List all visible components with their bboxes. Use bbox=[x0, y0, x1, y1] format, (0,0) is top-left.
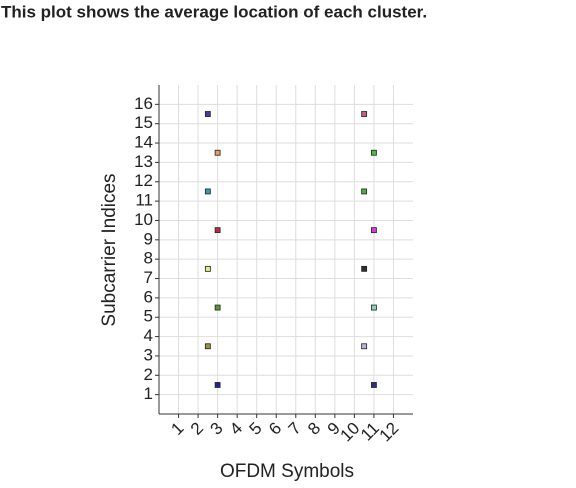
point bbox=[214, 149, 221, 156]
y-tick-label: 8 bbox=[144, 249, 153, 268]
y-tick-label: 6 bbox=[144, 287, 153, 306]
point bbox=[204, 343, 211, 350]
y-tick-label: 14 bbox=[134, 133, 153, 152]
x-tick-label: 4 bbox=[226, 419, 246, 439]
y-tick-label: 3 bbox=[144, 345, 153, 364]
x-tick-label: 1 bbox=[167, 419, 187, 439]
point bbox=[214, 304, 221, 311]
y-tick-label: 1 bbox=[144, 384, 153, 403]
x-tick-label: 5 bbox=[246, 419, 266, 439]
x-axis-label: OFDM Symbols bbox=[220, 461, 354, 482]
x-tick-label: 8 bbox=[304, 419, 324, 439]
y-tick-label: 9 bbox=[144, 229, 153, 248]
point bbox=[214, 227, 221, 234]
point bbox=[361, 188, 368, 195]
point bbox=[371, 304, 377, 311]
chart-title: This plot shows the average location of … bbox=[1, 2, 427, 21]
point bbox=[214, 382, 221, 388]
point bbox=[204, 188, 211, 195]
point bbox=[371, 382, 377, 388]
x-tick-label: 12 bbox=[376, 419, 403, 446]
y-tick-label: 13 bbox=[134, 152, 153, 171]
point bbox=[371, 149, 377, 156]
x-tick-label: 2 bbox=[187, 419, 207, 439]
point bbox=[361, 343, 368, 350]
x-tick-label: 6 bbox=[265, 419, 285, 439]
y-tick-label: 12 bbox=[134, 171, 153, 190]
y-tick-label: 11 bbox=[135, 191, 153, 210]
point bbox=[371, 227, 377, 234]
point bbox=[204, 265, 211, 272]
x-tick-label: 7 bbox=[285, 419, 305, 439]
y-tick-label: 2 bbox=[144, 365, 153, 384]
y-tick-label: 4 bbox=[144, 326, 153, 345]
y-tick-label: 5 bbox=[144, 307, 153, 326]
point bbox=[361, 265, 368, 272]
y-tick-label: 15 bbox=[134, 113, 153, 132]
y-tick-label: 10 bbox=[134, 210, 153, 229]
point bbox=[204, 111, 211, 117]
point bbox=[361, 111, 368, 117]
y-tick-label: 7 bbox=[144, 268, 153, 287]
y-axis-label: Subcarrier Indices bbox=[99, 173, 120, 326]
x-tick-label: 3 bbox=[206, 419, 226, 439]
y-tick-label: 16 bbox=[134, 94, 153, 113]
